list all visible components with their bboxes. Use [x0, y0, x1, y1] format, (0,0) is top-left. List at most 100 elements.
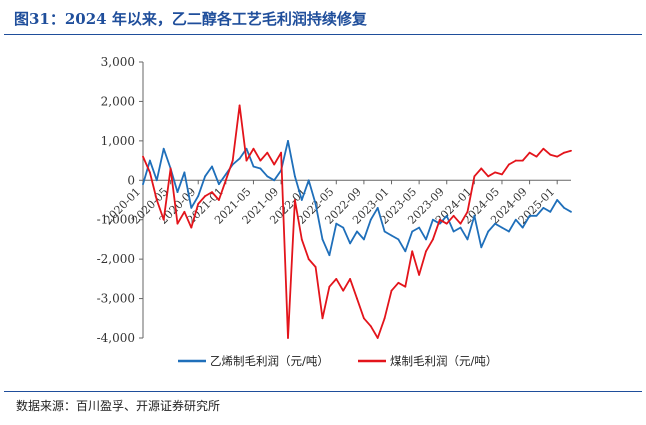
line-chart: -4,000 -3,000 -2,000 -1,000 0 1,000 2,000 3,000…: [97, 55, 572, 368]
series-1-point: [211, 165, 213, 168]
series-1-point: [563, 206, 565, 209]
series-2-point: [383, 317, 386, 320]
series-1-point: [259, 167, 262, 170]
legend-label-2: 煤制毛利润（元/吨）: [390, 354, 497, 368]
series-2-point: [563, 151, 565, 154]
series-2-point: [480, 167, 483, 170]
series-2-point: [218, 199, 220, 201]
series-2-point: [494, 171, 496, 174]
series-1-point: [397, 238, 400, 241]
series-2-point: [273, 163, 276, 166]
series-2-point: [535, 155, 538, 158]
series-1-point: [162, 147, 165, 150]
series-2-point: [300, 238, 303, 241]
series-1-point: [349, 242, 351, 245]
series-2-point: [280, 151, 282, 154]
series-1-point: [314, 203, 317, 205]
series-1-point: [307, 179, 310, 182]
series-2-point: [452, 214, 455, 217]
series-2-point: [438, 218, 441, 221]
series-2-point: [266, 151, 269, 154]
series-2-point: [473, 175, 476, 178]
series-1-point: [293, 175, 296, 178]
series-1-point: [445, 214, 448, 217]
series-1-point: [356, 230, 358, 233]
series-1-point: [142, 183, 144, 186]
series-2-point: [528, 151, 531, 154]
series-1-point: [390, 234, 393, 237]
series-1-point: [411, 230, 414, 233]
series-2-point: [190, 226, 193, 229]
top-rule: [4, 34, 642, 35]
series-1-point: [376, 206, 379, 209]
series-1-point: [507, 230, 510, 233]
series-1-point: [197, 195, 200, 197]
series-2-point: [176, 222, 179, 225]
series-1-point: [287, 139, 289, 142]
series-1-point: [176, 191, 179, 194]
series-2-point: [356, 297, 358, 300]
series-1-point: [155, 179, 158, 182]
legend: 乙烯制毛利润（元/吨） 煤制毛利润（元/吨）: [178, 354, 497, 368]
series-1-point: [487, 230, 490, 233]
series-2-point: [149, 171, 151, 174]
series-2-point: [224, 179, 227, 182]
series-1-point: [266, 175, 269, 178]
y-axis: -4,000 -3,000 -2,000 -1,000 0 1,000 2,000 3,000: [97, 55, 144, 345]
series-1-point: [300, 199, 303, 201]
series-2-point: [570, 149, 572, 152]
y-tick-label: -3,000: [97, 292, 135, 306]
series-1-point: [452, 230, 455, 233]
series-2-point: [501, 173, 503, 176]
series-1-point: [480, 246, 483, 249]
series-1-point: [383, 230, 386, 233]
series-2-point: [183, 210, 186, 213]
series-1-point: [459, 226, 462, 229]
series-1-point: [418, 226, 421, 229]
y-tick-label: 2,000: [101, 94, 135, 108]
series-2-point: [142, 155, 144, 158]
series-1-point: [321, 238, 324, 241]
series-2-point: [425, 250, 427, 253]
series-1-point: [432, 218, 434, 221]
series-2-point: [397, 281, 400, 284]
series-2-point: [155, 199, 158, 201]
series-2-point: [204, 195, 207, 197]
series-2-point: [363, 317, 365, 320]
series-2-point: [321, 317, 324, 320]
series-2-point: [335, 277, 338, 280]
series-1-point: [342, 226, 345, 229]
series-2-point: [418, 274, 421, 276]
series-1-point: [369, 218, 372, 221]
series-1-point: [501, 226, 503, 229]
series-2-point: [376, 337, 379, 339]
series-2-point: [487, 175, 490, 178]
series-1-point: [528, 214, 531, 217]
series-2-point: [369, 325, 372, 328]
series-2-point: [293, 199, 296, 201]
series-lines: [142, 104, 572, 339]
series-1-point: [238, 157, 241, 160]
series-2-point: [507, 163, 510, 166]
series-2-point: [411, 250, 414, 253]
source-note: 数据来源：百川盈孚、开源证券研究所: [16, 399, 221, 413]
series-1-point: [273, 179, 276, 182]
y-tick-label: 0: [127, 173, 135, 187]
series-2-point: [252, 147, 255, 150]
series-2-point: [287, 337, 289, 339]
y-tick-label: 3,000: [101, 55, 135, 69]
series-2-point: [542, 147, 545, 150]
series-1-point: [542, 206, 545, 209]
series-1-point: [466, 238, 469, 241]
series-2-point: [432, 238, 434, 241]
series-1-point: [183, 171, 186, 174]
series-2-point: [162, 218, 165, 221]
y-tick-label: -1,000: [97, 213, 135, 227]
series-2-point: [342, 289, 345, 292]
series-2-point: [549, 153, 552, 156]
series-2-point: [211, 191, 213, 194]
series-2-point: [466, 210, 469, 213]
series-2-point: [390, 289, 393, 292]
y-tick-label: 1,000: [101, 134, 135, 148]
series-2-point: [556, 155, 559, 158]
